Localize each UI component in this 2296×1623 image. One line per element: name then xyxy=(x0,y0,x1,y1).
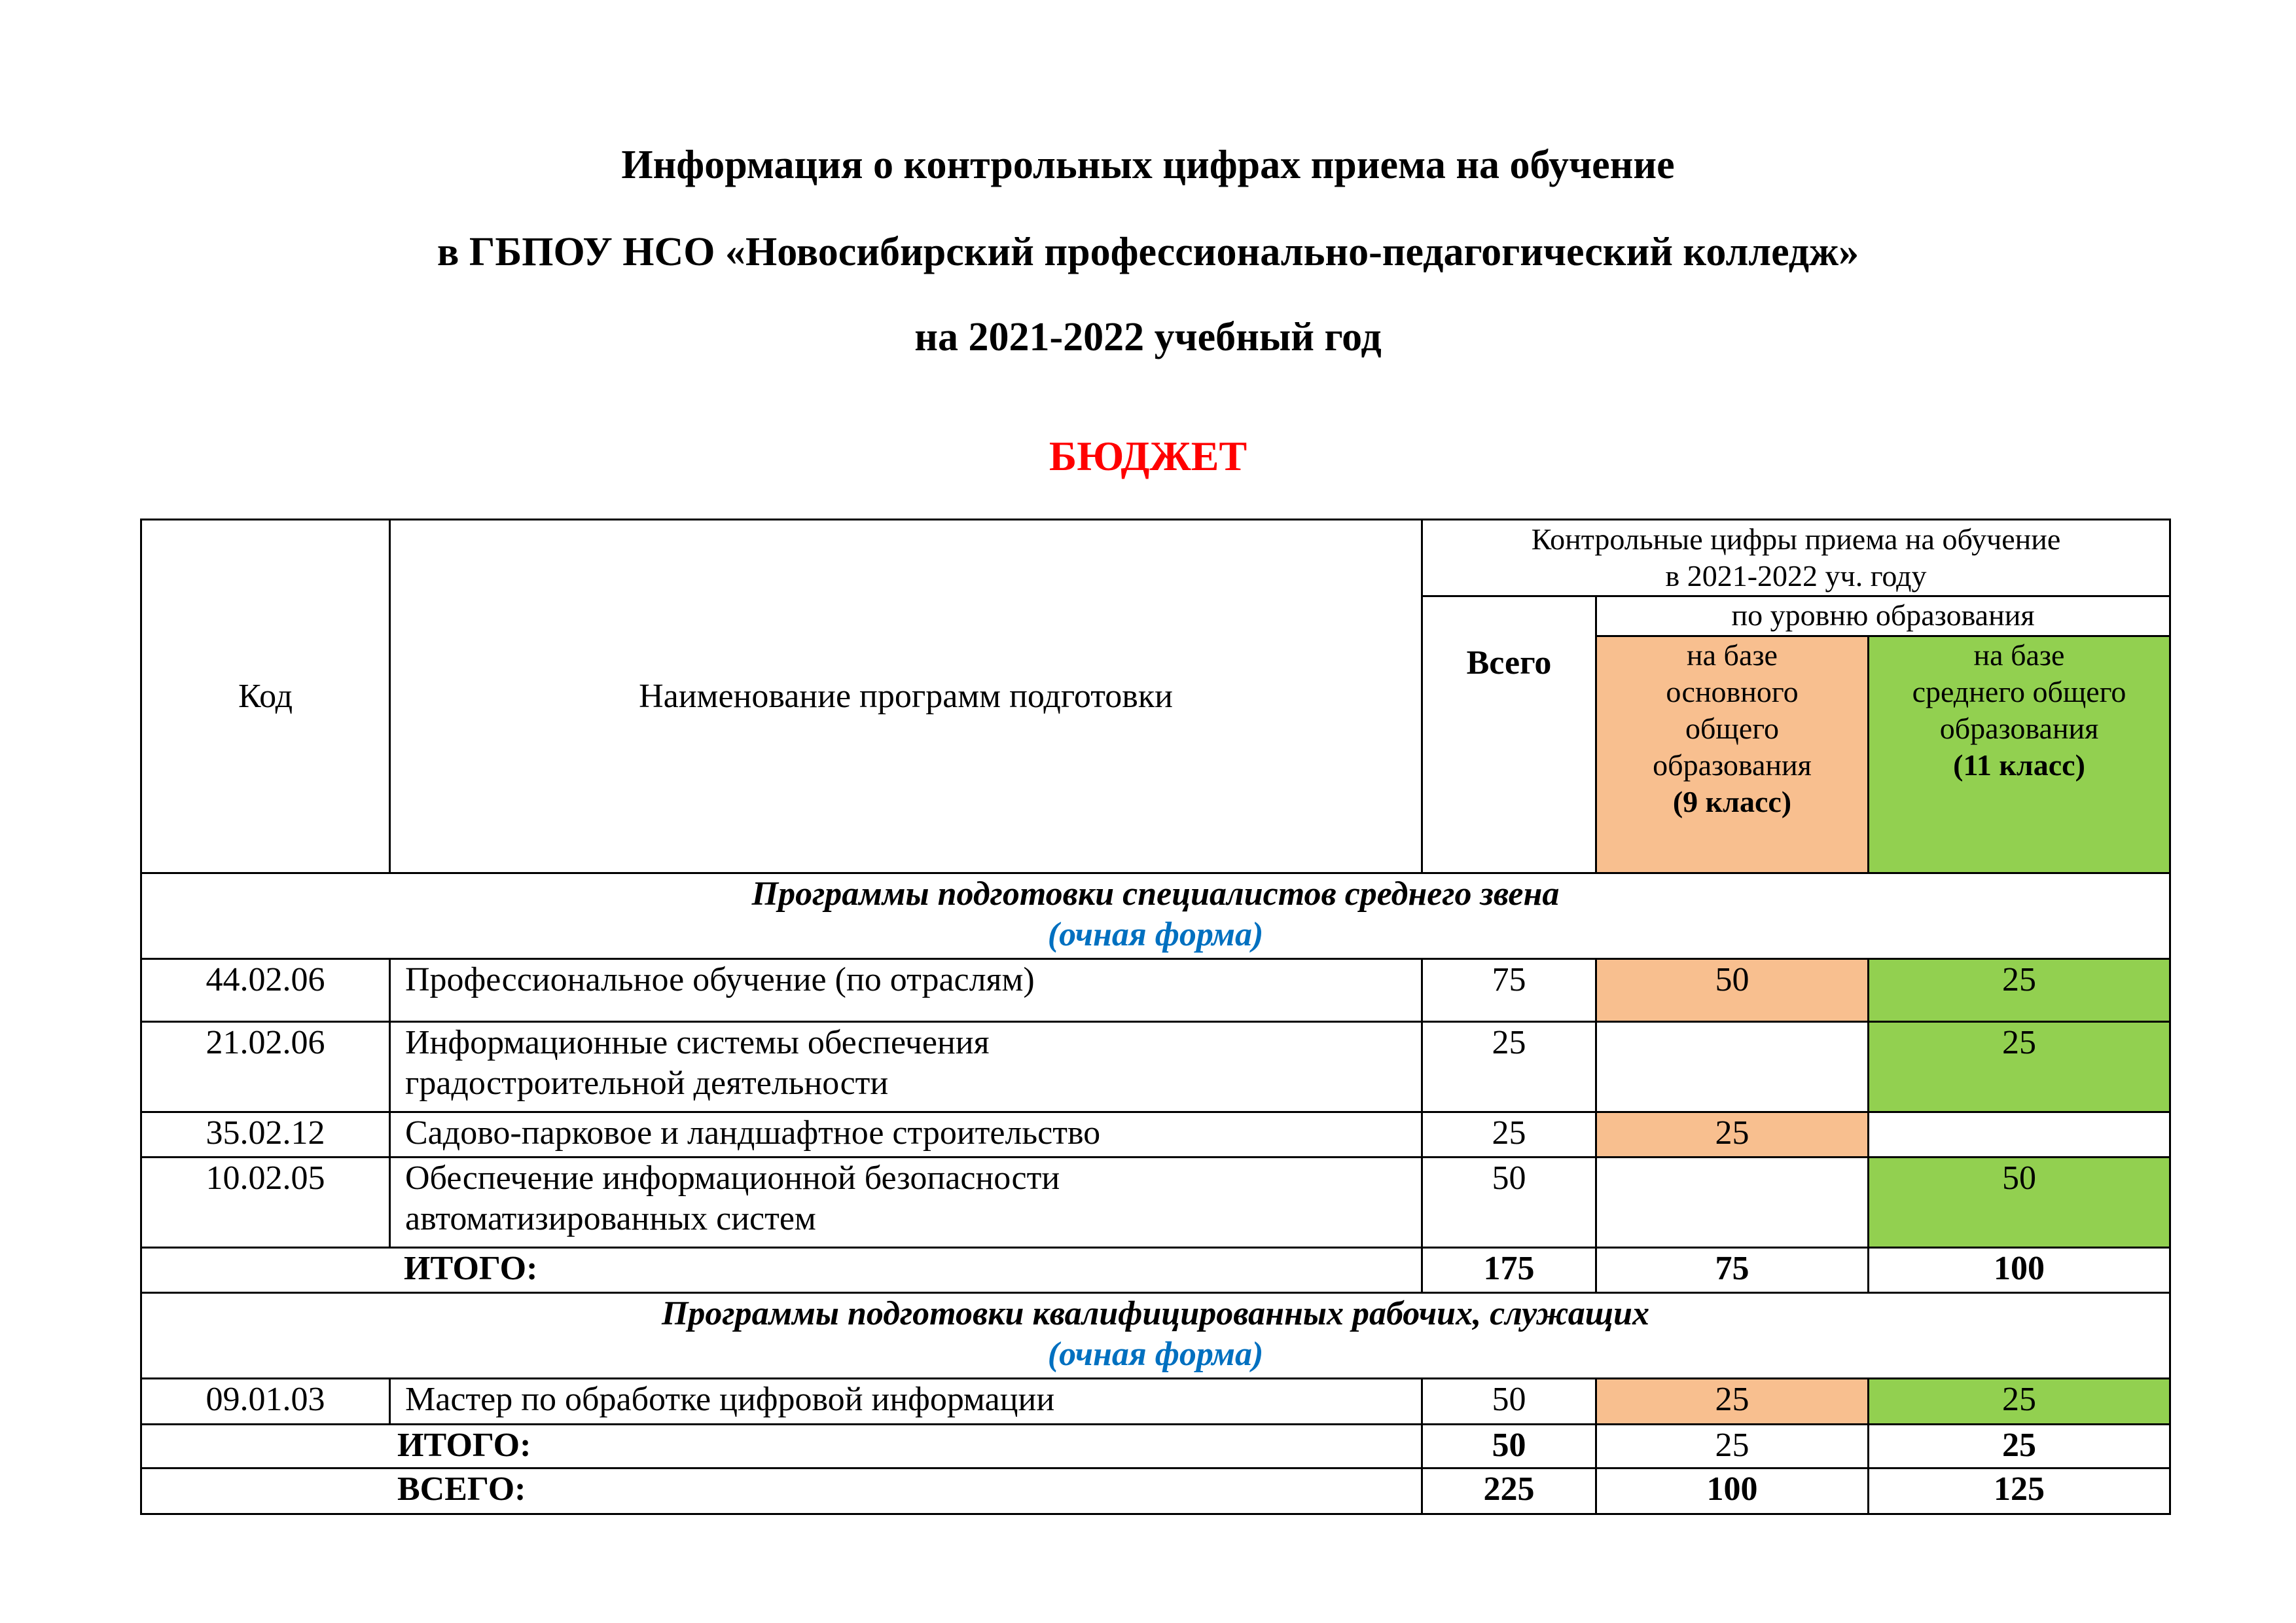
row-total: 50 xyxy=(1421,1377,1597,1425)
row-base9 xyxy=(1595,1156,1869,1249)
title-line-1: Информация о контрольных цифрах приема н… xyxy=(621,143,1675,187)
row-name-line: Информационные системы обеспечения xyxy=(405,1024,990,1061)
section-header: Программы подготовки квалифицированных р… xyxy=(139,1292,2172,1379)
row-name-line: градостроительной деятельности xyxy=(405,1065,889,1102)
row-total: 75 xyxy=(1421,958,1597,1023)
row-name-line: автоматизированных систем xyxy=(405,1200,816,1237)
row-total: 25 xyxy=(1421,1021,1597,1113)
budget-label: БЮДЖЕТ xyxy=(1049,433,1247,479)
subtotal-row: ИТОГО: 50 25 25 xyxy=(140,1423,2172,1469)
row-name: Садово-парковое и ландшафтное строительс… xyxy=(389,1111,1423,1158)
row-base11 xyxy=(1867,1111,2172,1158)
row-name: Профессиональное обучение (по отраслям) xyxy=(389,958,1423,1023)
subtotal-total: 175 xyxy=(1421,1247,1597,1294)
header-base9: на базе основного общего образования (9 … xyxy=(1595,635,1869,874)
row-name: Информационные системы обеспечения градо… xyxy=(389,1021,1423,1113)
header-total: Всего xyxy=(1421,595,1597,874)
row-total: 25 xyxy=(1421,1111,1597,1158)
row-base11: 25 xyxy=(1867,1377,2172,1425)
row-name-line: Обеспечение информационной безопасности xyxy=(405,1159,1060,1197)
header-base11: на базе среднего общего образования (11 … xyxy=(1867,635,2172,874)
row-base9: 25 xyxy=(1595,1377,1869,1425)
row-base11: 25 xyxy=(1867,1021,2172,1113)
row-base9 xyxy=(1595,1021,1869,1113)
row-name-line: Мастер по обработке цифровой информации xyxy=(405,1381,1055,1418)
row-name-line: Садово-парковое и ландшафтное строительс… xyxy=(405,1114,1101,1152)
header-base11-class: (11 класс) xyxy=(1953,748,2085,782)
row-name: Мастер по обработке цифровой информации xyxy=(389,1377,1423,1425)
subtotal-base11: 25 xyxy=(1867,1423,2172,1469)
section-title: Программы подготовки квалифицированных р… xyxy=(661,1295,1650,1332)
grand-total-total: 225 xyxy=(1421,1467,1597,1515)
grand-total-base9: 100 xyxy=(1595,1467,1869,1515)
section-form: (очная форма) xyxy=(1047,916,1264,953)
header-base9-line: на базе xyxy=(1687,638,1778,672)
header-base9-line: общего xyxy=(1685,712,1779,745)
subtotal-label: ИТОГО: xyxy=(140,1247,1423,1294)
header-kcp: Контрольные цифры приема на обучение в 2… xyxy=(1420,519,2172,597)
subtotal-base9: 25 xyxy=(1595,1423,1869,1469)
subtotal-total: 50 xyxy=(1421,1423,1597,1469)
grand-total-base11: 125 xyxy=(1867,1467,2172,1515)
row-code: 35.02.12 xyxy=(140,1111,391,1158)
header-kcp-line2: в 2021-2022 уч. году xyxy=(1665,559,1927,593)
header-name: Наименование программ подготовки xyxy=(389,519,1423,874)
header-base9-line: образования xyxy=(1653,748,1812,782)
section-form: (очная форма) xyxy=(1047,1336,1264,1373)
table-row: 21.02.06 Информационные системы обеспече… xyxy=(140,1021,2172,1113)
table-row: 44.02.06 Профессиональное обучение (по о… xyxy=(140,958,2172,1023)
subtotal-label: ИТОГО: xyxy=(140,1423,1423,1469)
subtotal-base9: 75 xyxy=(1595,1247,1869,1294)
table-row: 10.02.05 Обеспечение информационной безо… xyxy=(140,1156,2172,1249)
row-base9: 25 xyxy=(1595,1111,1869,1158)
row-base9: 50 xyxy=(1595,958,1869,1023)
subtotal-base11: 100 xyxy=(1867,1247,2172,1294)
table-row: 09.01.03 Мастер по обработке цифровой ин… xyxy=(140,1377,2172,1425)
row-name-line: Профессиональное обучение (по отраслям) xyxy=(405,961,1035,998)
grand-total-label: ВСЕГО: xyxy=(140,1467,1423,1515)
header-base11-line: на базе xyxy=(1973,638,2065,672)
row-code: 44.02.06 xyxy=(140,958,391,1023)
row-code: 09.01.03 xyxy=(140,1377,391,1425)
section-header: Программы подготовки специалистов средне… xyxy=(139,872,2172,960)
header-base9-line: основного xyxy=(1666,675,1799,708)
header-base11-line: среднего общего xyxy=(1912,675,2126,708)
header-by-level: по уровню образования xyxy=(1594,595,2172,637)
section-title: Программы подготовки специалистов средне… xyxy=(751,875,1560,913)
subtotal-row: ИТОГО: 175 75 100 xyxy=(140,1247,2172,1294)
row-code: 21.02.06 xyxy=(140,1021,391,1113)
header-kcp-line1: Контрольные цифры приема на обучение xyxy=(1531,522,2061,556)
table-row: 35.02.12 Садово-парковое и ландшафтное с… xyxy=(140,1111,2172,1158)
title-line-2: в ГБПОУ НСО «Новосибирский профессиональ… xyxy=(437,230,1859,274)
header-base9-class: (9 класс) xyxy=(1672,785,1792,818)
row-base11: 50 xyxy=(1867,1156,2172,1249)
row-total: 50 xyxy=(1421,1156,1597,1249)
header-base11-line: образования xyxy=(1939,712,2099,745)
header-code: Код xyxy=(140,519,391,874)
admission-table: Код Наименование программ подготовки Кон… xyxy=(139,519,2172,1515)
title-line-3: на 2021-2022 учебный год xyxy=(914,315,1382,359)
row-name: Обеспечение информационной безопасности … xyxy=(389,1156,1423,1249)
grand-total-row: ВСЕГО: 225 100 125 xyxy=(140,1467,2172,1515)
row-code: 10.02.05 xyxy=(140,1156,391,1249)
row-base11: 25 xyxy=(1867,958,2172,1023)
